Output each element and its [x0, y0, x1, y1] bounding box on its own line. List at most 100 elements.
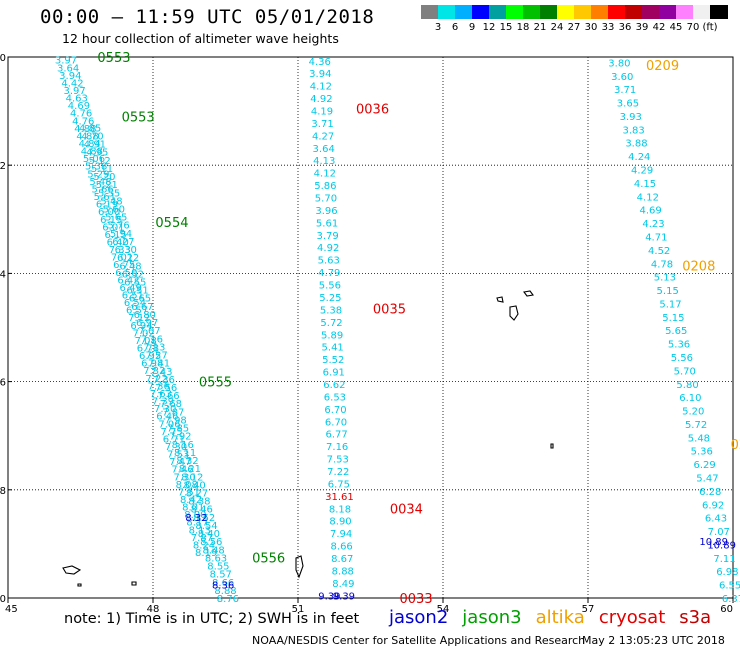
wave-height-label: 7.22: [327, 467, 349, 478]
wave-height-label: 4.84: [79, 139, 101, 150]
wave-height-label: 6.92: [702, 500, 724, 511]
wave-height-label-jason2: 8.32: [185, 513, 207, 524]
wave-height-label: 7.22: [145, 374, 167, 385]
wave-height-label: 7.98: [165, 415, 187, 426]
island-outline: [62, 565, 82, 575]
wave-height-label: 5.89: [321, 330, 343, 341]
wave-height-label: 4.52: [648, 246, 670, 257]
wave-height-label: 7.07: [138, 326, 160, 337]
wave-height-label-jason2: 10.89: [699, 537, 728, 548]
wave-height-label: 6.51: [122, 290, 144, 301]
wave-height-label: 9.39: [333, 591, 355, 602]
scale-swatch: [506, 5, 524, 19]
wave-height-label: 7.06: [158, 419, 180, 430]
wave-height-label: 6.01: [102, 222, 124, 233]
scale-swatch: [625, 5, 643, 19]
wave-height-label: 6.71: [163, 434, 185, 445]
wave-height-label: 5.61: [94, 192, 116, 203]
wave-height-label: 5.52: [322, 355, 344, 366]
island-outline: [523, 290, 534, 297]
pass-time-label: 0553: [122, 111, 155, 126]
pass-time-label: 0035: [373, 303, 406, 318]
mission-label: cryosat: [598, 607, 666, 628]
wave-height-label: 8.56: [200, 537, 222, 548]
wave-height-label: 4.23: [642, 219, 664, 230]
pass-time-label: 0208: [682, 259, 715, 274]
footnote: note: 1) Time is in UTC; 2) SWH is in fe…: [64, 611, 360, 627]
wave-height-label: 3.79: [316, 231, 338, 242]
wave-height-label: 8.66: [212, 578, 234, 589]
wave-height-label: 6.53: [324, 392, 346, 403]
scale-label: 9: [468, 22, 476, 33]
scale-label: 27: [567, 22, 581, 33]
wave-height-label: 8.13: [189, 525, 211, 536]
island-outline: [77, 583, 82, 587]
wave-height-label: 4.12: [637, 192, 659, 203]
wave-height-label: 6.10: [679, 393, 701, 404]
credit-line: NOAA/NESDIS Center for Satellite Applica…: [252, 634, 586, 647]
scale-swatch: [523, 5, 541, 19]
wave-height-label: 4.85: [79, 123, 101, 134]
wave-height-label: 6.15: [100, 215, 122, 226]
island-outline: [509, 305, 519, 321]
wave-height-label: 5.47: [696, 473, 718, 484]
wave-height-label: 4.88: [74, 124, 96, 135]
wave-height-label: 7.75: [161, 427, 183, 438]
wave-height-label: 8.18: [329, 504, 351, 515]
scale-swatch: [472, 5, 490, 19]
pass-time-label: 02: [731, 438, 740, 453]
wave-height-label: 6.40: [107, 237, 129, 248]
pass-time-label: 0034: [390, 503, 423, 518]
wave-height-label: 5.15: [662, 313, 684, 324]
scale-label: (ft): [702, 22, 718, 33]
mission-label: s3a: [679, 607, 712, 628]
scale-swatch: [608, 5, 626, 19]
wave-height-label: 3.83: [622, 125, 644, 136]
x-tick-label: 48: [147, 604, 160, 615]
wave-height-label: 3.94: [309, 69, 331, 80]
wave-height-label: 8.32: [176, 456, 198, 467]
wave-height-label: 7.47: [169, 457, 191, 468]
wave-height-label: 6.98: [141, 359, 163, 370]
pass-time-label: 0554: [155, 216, 188, 231]
map-subtitle: 12 hour collection of altimeter wave hei…: [62, 31, 339, 46]
wave-height-label: 6.55: [124, 278, 146, 289]
wave-height-label: 7.66: [157, 391, 179, 402]
generation-timestamp: May 2 13:05:23 UTC 2018: [582, 634, 725, 647]
wave-height-label: 4.15: [634, 179, 656, 190]
wave-height-label: 4.12: [310, 82, 332, 93]
wave-height-label: 6.57: [126, 306, 148, 317]
wave-height-label: 5.48: [89, 177, 111, 188]
wave-height-label: 4.27: [312, 131, 334, 142]
scale-label: 15: [499, 22, 513, 33]
wave-height-label: 6.95: [139, 351, 161, 362]
wave-height-label: 8.55: [207, 562, 229, 573]
wave-height-label: 3.97: [55, 56, 77, 67]
scale-label: 24: [550, 22, 564, 33]
wave-height-label: 8.88: [332, 566, 354, 577]
wave-height-label: 6.70: [325, 417, 347, 428]
wave-height-label: 3.64: [57, 63, 79, 74]
y-tick-label: 0: [0, 53, 6, 64]
wave-height-label: 7.87: [191, 533, 213, 544]
wave-height-label: 7.30: [173, 472, 195, 483]
scale-swatch: [574, 5, 592, 19]
wave-height-label: 5.70: [674, 366, 696, 377]
wave-height-label: 4.13: [313, 156, 335, 167]
y-tick-label: -2: [0, 161, 6, 172]
wave-height-label: 8.00: [184, 510, 206, 521]
x-tick-label: 45: [5, 604, 18, 615]
wave-height-label: 5.63: [318, 256, 340, 267]
wave-height-label: 7.16: [326, 442, 348, 453]
wave-height-label: 5.94: [110, 229, 132, 240]
wave-height-label: 6.80: [134, 310, 156, 321]
x-tick-label: 51: [292, 604, 305, 615]
mission-label: jason2: [389, 607, 449, 628]
wave-height-label: 4.88: [76, 131, 98, 142]
pass-time-label: 0555: [199, 376, 232, 391]
wave-height-label: 5.56: [671, 353, 693, 364]
wave-height-label: 3.94: [59, 71, 81, 82]
wave-height-label: 5.48: [100, 196, 122, 207]
wave-height-label: 7.46: [171, 465, 193, 476]
